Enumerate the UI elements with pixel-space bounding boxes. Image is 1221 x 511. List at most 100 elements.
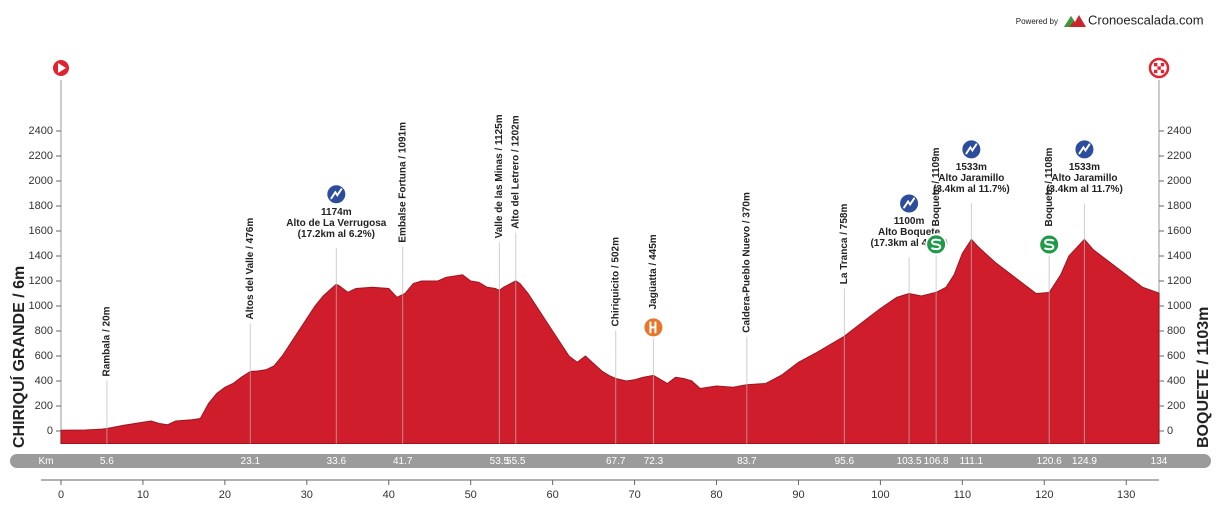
y2-tick-label: 800	[1167, 325, 1185, 337]
x-tick-label: 60	[547, 489, 559, 501]
waypoint-label: Rambala / 20m	[102, 306, 113, 376]
y2-tick-label: 2000	[1167, 175, 1191, 187]
km-strip-label: Km	[39, 456, 54, 467]
x-tick-label: 110	[954, 489, 972, 501]
km-strip-value: 106.8	[924, 456, 949, 467]
finish-marker-check	[1154, 69, 1158, 74]
finish-marker-check	[1154, 63, 1158, 67]
y2-tick-label: 0	[1167, 425, 1173, 437]
y-tick-label: 1600	[29, 225, 53, 237]
x-tick-label: 90	[792, 489, 804, 501]
finish-label: BOQUETE / 1103m	[1195, 307, 1212, 448]
finish-marker-check	[1160, 69, 1165, 74]
y-tick-label: 2400	[29, 125, 53, 137]
km-strip-value: 55.5	[506, 456, 526, 467]
y2-tick-label: 1600	[1167, 225, 1191, 237]
climb-icon-glyph	[965, 143, 978, 155]
branding-name: Cronoescalada.com	[1088, 12, 1204, 27]
climb-text: Alto Jaramillo	[938, 173, 1004, 184]
x-tick-label: 70	[628, 489, 640, 501]
x-tick-label: 80	[710, 489, 722, 501]
climb-text: 1533m	[1069, 162, 1100, 173]
y2-tick-label: 400	[1167, 375, 1185, 387]
y-tick-label: 400	[35, 375, 53, 387]
climb-icon-glyph	[330, 188, 343, 200]
km-strip-value: 120.6	[1037, 456, 1062, 467]
branding-prefix: Powered by	[1016, 17, 1058, 26]
climb-text: (17.3km al 4.2%)	[870, 238, 947, 249]
y2-tick-label: 2400	[1167, 125, 1191, 137]
x-tick-label: 30	[301, 489, 313, 501]
climb-text: (17.2km al 6.2%)	[298, 229, 375, 240]
waypoint-label: Altos del Valle / 476m	[245, 218, 256, 320]
y-tick-label: 1800	[29, 200, 53, 212]
km-strip-value: 53.5	[490, 456, 510, 467]
y-tick-label: 200	[35, 400, 53, 412]
km-strip-value: 67.7	[606, 456, 626, 467]
waypoint-label: Boquete / 1108m	[1044, 147, 1055, 226]
x-tick-label: 130	[1117, 489, 1135, 501]
y2-tick-label: 200	[1167, 400, 1185, 412]
x-tick-label: 100	[871, 489, 889, 501]
x-tick-label: 20	[219, 489, 231, 501]
x-tick-label: 10	[137, 489, 149, 501]
y-tick-label: 1400	[29, 250, 53, 262]
y-tick-label: 1000	[29, 300, 53, 312]
y2-tick-label: 1000	[1167, 300, 1191, 312]
waypoint-label: Valle de las Minas / 1125m	[494, 114, 505, 238]
branding-logo-accent	[1064, 16, 1074, 27]
km-strip	[10, 454, 1211, 468]
y-tick-label: 0	[47, 425, 53, 437]
y2-tick-label: 2200	[1167, 150, 1191, 162]
waypoint-label: Chiriquicito / 502m	[610, 237, 621, 327]
km-strip-value: 41.7	[393, 456, 413, 467]
climb-icon-glyph	[903, 197, 916, 209]
km-strip-value: 33.6	[327, 456, 347, 467]
climb-text: Alto Boquete	[878, 227, 941, 238]
x-tick-label: 0	[58, 489, 64, 501]
km-strip-value: 124.9	[1072, 456, 1097, 467]
y-tick-label: 2200	[29, 150, 53, 162]
waypoint-label: La Tranca / 758m	[839, 204, 850, 285]
finish-marker-check	[1160, 63, 1165, 67]
start-marker-glyph	[58, 63, 66, 73]
x-tick-label: 40	[383, 489, 395, 501]
km-strip-value: 83.7	[737, 456, 757, 467]
y2-tick-label: 1400	[1167, 250, 1191, 262]
climb-text: (3.4km al 11.7%)	[933, 184, 1010, 195]
y-tick-label: 1200	[29, 275, 53, 287]
km-strip-value: 111.1	[960, 456, 984, 467]
climb-text: 1100m	[894, 216, 925, 227]
climb-text: 1174m	[321, 207, 352, 218]
km-strip-value: 72.3	[644, 456, 664, 467]
km-strip-value: 103.5	[897, 456, 922, 467]
waypoint-label: Jagüatta / 445m	[648, 234, 659, 309]
waypoint-label: Alto del Letrero / 1202m	[510, 115, 521, 228]
climb-text: (3.4km al 11.7%)	[1046, 184, 1123, 195]
climb-icon-glyph	[1078, 143, 1091, 155]
finish-marker-check	[1157, 66, 1161, 70]
elevation-area	[60, 238, 1160, 444]
y2-tick-label: 600	[1167, 350, 1185, 362]
feed-icon-glyph	[649, 321, 657, 334]
y-tick-label: 600	[35, 350, 53, 362]
x-tick-label: 50	[465, 489, 477, 501]
sprint-icon-glyph	[931, 238, 942, 251]
climb-text: Alto Jaramillo	[1051, 173, 1117, 184]
y-tick-label: 2000	[29, 175, 53, 187]
start-label: CHIRIQUÍ GRANDE / 6m	[9, 266, 28, 448]
waypoint-label: Embalse Fortuna / 1091m	[397, 122, 408, 243]
climb-text: Alto de La Verrugosa	[286, 218, 386, 229]
y-tick-label: 800	[35, 325, 53, 337]
km-strip-value: 95.6	[835, 456, 855, 467]
y2-tick-label: 1800	[1167, 200, 1191, 212]
km-strip-finish: 134	[1151, 456, 1168, 467]
km-strip-value: 23.1	[241, 456, 261, 467]
waypoint-label: Boquete / 1109m	[931, 147, 942, 226]
waypoint-label: Caldera-Pueblo Nuevo / 370m	[741, 192, 752, 333]
y2-tick-label: 1200	[1167, 275, 1191, 287]
x-tick-label: 120	[1035, 489, 1053, 501]
